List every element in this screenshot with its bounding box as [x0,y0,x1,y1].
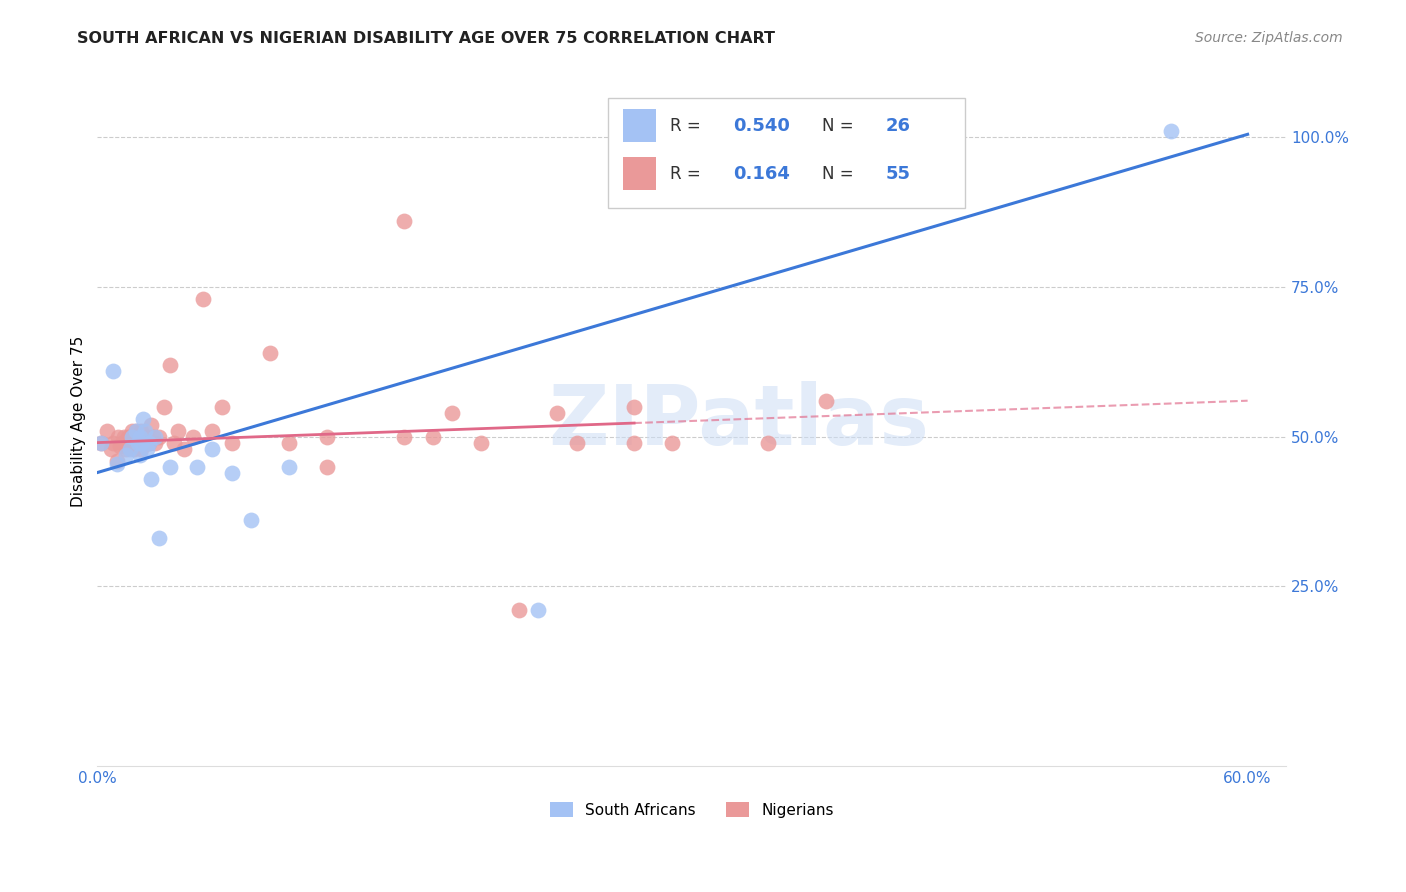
Point [316,429,339,443]
Text: SOUTH AFRICAN VS NIGERIAN DISABILITY AGE OVER 75 CORRELATION CHART: SOUTH AFRICAN VS NIGERIAN DISABILITY AGE… [77,31,775,46]
Point [131,442,153,456]
Point [527,603,550,617]
Point [115,448,138,462]
Point [1160,124,1182,138]
Point [121,424,143,438]
Point [115,442,138,456]
Point [121,429,143,443]
Text: 0.540: 0.540 [734,117,790,135]
Point [90,435,112,450]
Text: 55: 55 [886,165,911,183]
Y-axis label: Disability Age Over 75: Disability Age Over 75 [72,336,86,508]
FancyBboxPatch shape [609,98,965,208]
Point [111,435,134,450]
Point [239,513,262,527]
Point [756,435,779,450]
Point [107,429,129,443]
Point [138,435,160,450]
Point [127,435,149,450]
Point [201,442,224,456]
Point [470,435,492,450]
Point [127,435,149,450]
Text: N =: N = [823,117,853,135]
Point [623,400,645,414]
Point [392,214,415,228]
Point [422,429,444,443]
Point [211,400,233,414]
Text: ZIPatlas: ZIPatlas [548,381,929,462]
Point [221,466,243,480]
Point [139,471,162,485]
Point [118,442,141,456]
Point [101,364,124,378]
Point [125,429,148,443]
Point [201,424,224,438]
Point [278,459,301,474]
Point [163,435,186,450]
Point [117,429,139,443]
Point [661,435,683,450]
Point [278,435,301,450]
Legend: South Africans, Nigerians: South Africans, Nigerians [544,796,839,823]
Point [134,435,156,450]
Point [167,424,190,438]
Point [138,435,160,450]
Point [392,429,415,443]
Point [128,429,150,443]
Point [142,429,165,443]
Point [221,435,243,450]
Text: Source: ZipAtlas.com: Source: ZipAtlas.com [1195,31,1343,45]
Point [122,442,145,456]
Point [814,393,837,408]
Point [143,435,166,450]
Text: R =: R = [671,117,702,135]
Point [546,406,568,420]
Point [90,435,112,450]
Point [316,459,339,474]
Text: 0.164: 0.164 [734,165,790,183]
Point [136,442,159,456]
Point [148,532,170,546]
Point [173,442,195,456]
Point [136,429,159,443]
Point [131,435,153,450]
Text: 26: 26 [886,117,911,135]
Point [565,435,588,450]
Point [112,429,135,443]
Point [105,453,128,467]
FancyBboxPatch shape [623,109,657,142]
Point [132,411,155,425]
Point [191,292,214,306]
Point [153,400,176,414]
Point [159,358,181,372]
Point [125,424,148,438]
Point [259,346,281,360]
Point [128,429,150,443]
Point [110,439,132,453]
Point [148,429,170,443]
Point [134,424,156,438]
Point [186,459,208,474]
Point [128,448,150,462]
FancyBboxPatch shape [623,157,657,190]
Point [131,424,153,438]
Point [96,424,118,438]
Point [139,417,162,432]
Point [159,459,181,474]
Point [125,424,148,438]
Point [143,429,166,443]
Point [100,442,122,456]
Point [101,435,124,450]
Point [105,457,128,471]
Point [440,406,463,420]
Point [132,429,155,443]
Point [118,435,141,450]
Point [181,429,204,443]
Point [623,435,645,450]
Point [508,603,530,617]
Text: R =: R = [671,165,702,183]
Text: N =: N = [823,165,853,183]
